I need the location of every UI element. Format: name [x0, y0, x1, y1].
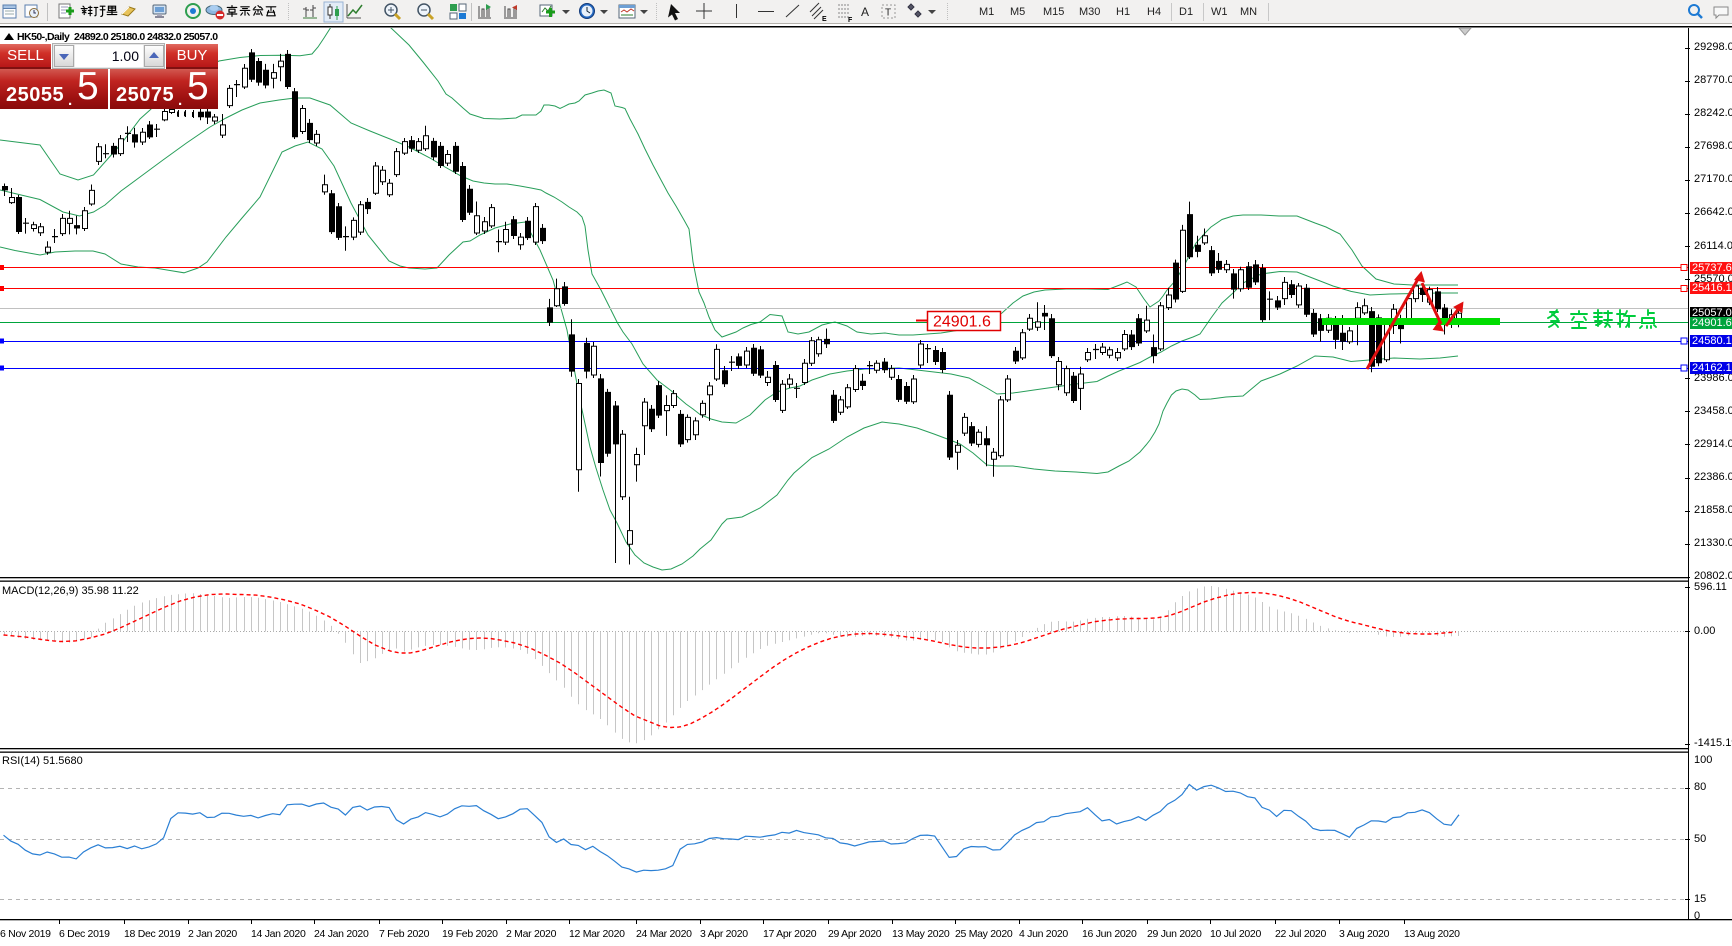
svg-text:H4: H4 [1147, 6, 1161, 18]
svg-text:M1: M1 [979, 6, 994, 18]
svg-text:M5: M5 [1010, 6, 1025, 18]
svg-text:D1: D1 [1179, 6, 1193, 18]
svg-text:24901.6: 24901.6 [933, 314, 991, 331]
svg-text:MN: MN [1240, 6, 1257, 18]
svg-text:E: E [822, 16, 827, 23]
svg-text:M15: M15 [1043, 6, 1064, 18]
svg-text:F: F [848, 17, 853, 24]
svg-text:H1: H1 [1116, 6, 1130, 18]
svg-text:W1: W1 [1211, 6, 1228, 18]
svg-text:A: A [861, 5, 869, 19]
svg-text:T: T [885, 8, 891, 19]
svg-text:M30: M30 [1079, 6, 1100, 18]
